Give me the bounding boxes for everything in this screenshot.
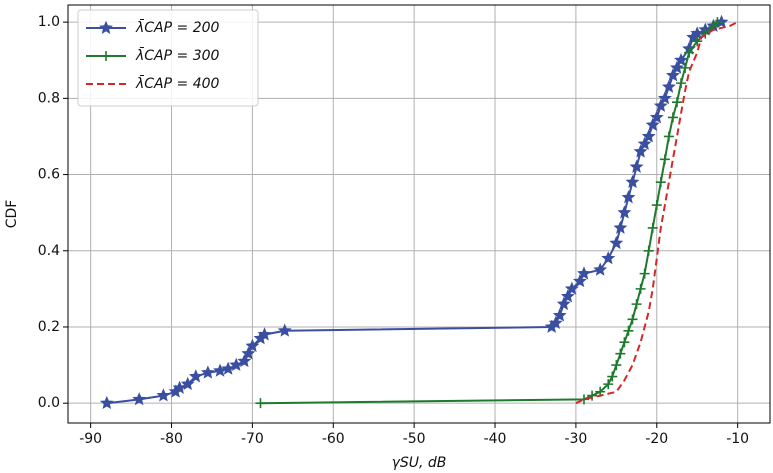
marker	[609, 235, 624, 250]
marker	[621, 190, 636, 204]
plot-frame	[67, 4, 771, 424]
marker	[188, 369, 203, 383]
legend-label: λ̄CAP = 300	[135, 46, 220, 64]
marker	[674, 53, 688, 67]
marker	[200, 365, 215, 379]
marker	[639, 268, 650, 279]
legend-label: λ̄CAP = 400	[135, 74, 220, 92]
marker	[657, 91, 672, 105]
marker	[221, 361, 236, 375]
marker	[623, 325, 634, 336]
marker	[649, 110, 664, 124]
legend: λ̄CAP = 200 λ̄CAP = 300 λ̄CAP = 400	[77, 9, 259, 107]
marker	[700, 28, 711, 39]
marker	[617, 205, 632, 219]
marker	[180, 376, 195, 391]
marker	[676, 78, 687, 89]
marker	[637, 136, 652, 150]
y-tick-label: 0.6	[38, 167, 60, 183]
marker	[692, 36, 703, 47]
x-tick-label: -50	[403, 431, 426, 447]
marker	[548, 315, 563, 330]
marker	[560, 289, 575, 303]
legend-box	[77, 9, 259, 107]
x-tick-label: -70	[241, 431, 264, 447]
marker	[156, 388, 171, 402]
marker	[655, 177, 666, 188]
marker	[607, 371, 618, 382]
marker	[172, 380, 187, 394]
x-tick-label: -30	[564, 431, 587, 447]
marker	[625, 174, 640, 189]
marker	[629, 159, 644, 173]
y-tick-label: 0.4	[38, 243, 60, 259]
marker	[277, 323, 292, 337]
marker	[257, 327, 272, 341]
marker	[665, 68, 680, 82]
marker	[601, 251, 616, 265]
marker	[241, 346, 256, 360]
marker	[611, 360, 622, 371]
marker	[245, 338, 260, 352]
marker	[712, 17, 723, 28]
x-axis-label: γSU, dB	[392, 455, 447, 471]
marker	[663, 131, 674, 142]
y-tick-label: 0.8	[38, 90, 60, 106]
marker	[641, 129, 656, 143]
marker	[653, 98, 668, 112]
marker	[680, 62, 691, 73]
marker	[659, 154, 670, 165]
series-line	[260, 21, 719, 405]
y-tick-label: 1.0	[38, 14, 60, 30]
x-tick-label: -90	[79, 431, 102, 447]
marker	[671, 97, 682, 108]
series-line	[575, 21, 739, 405]
marker	[667, 112, 678, 123]
marker	[229, 357, 244, 371]
marker	[651, 200, 662, 211]
legend-label: λ̄CAP = 200	[135, 18, 220, 36]
x-tick-label: -10	[726, 431, 749, 447]
marker	[643, 245, 654, 256]
marker	[255, 398, 266, 409]
marker	[645, 117, 660, 131]
marker	[603, 379, 614, 390]
x-tick-label: -80	[160, 431, 183, 447]
marker	[564, 281, 579, 295]
marker	[627, 314, 638, 325]
marker	[684, 47, 695, 58]
marker	[661, 79, 676, 93]
marker	[647, 222, 658, 233]
marker	[619, 337, 630, 348]
y-tick-label: 0.2	[38, 319, 60, 335]
marker	[99, 20, 113, 34]
marker	[587, 390, 598, 401]
marker	[613, 220, 628, 234]
x-tick-label: -20	[645, 431, 668, 447]
marker	[615, 348, 626, 359]
marker	[670, 60, 684, 74]
marker	[552, 308, 567, 322]
marker	[577, 266, 591, 280]
x-tick-label: -40	[484, 431, 507, 447]
marker	[633, 144, 648, 158]
y-axis-label: CDF	[4, 200, 20, 229]
marker	[631, 299, 642, 310]
marker	[101, 51, 111, 61]
marker	[237, 354, 252, 368]
x-tick-label: -60	[322, 431, 345, 447]
marker	[635, 283, 646, 294]
marker	[572, 273, 587, 288]
marker	[99, 395, 114, 410]
marker	[593, 262, 608, 276]
marker	[556, 296, 571, 311]
marker	[132, 392, 147, 406]
y-tick-label: 0.0	[38, 395, 60, 411]
